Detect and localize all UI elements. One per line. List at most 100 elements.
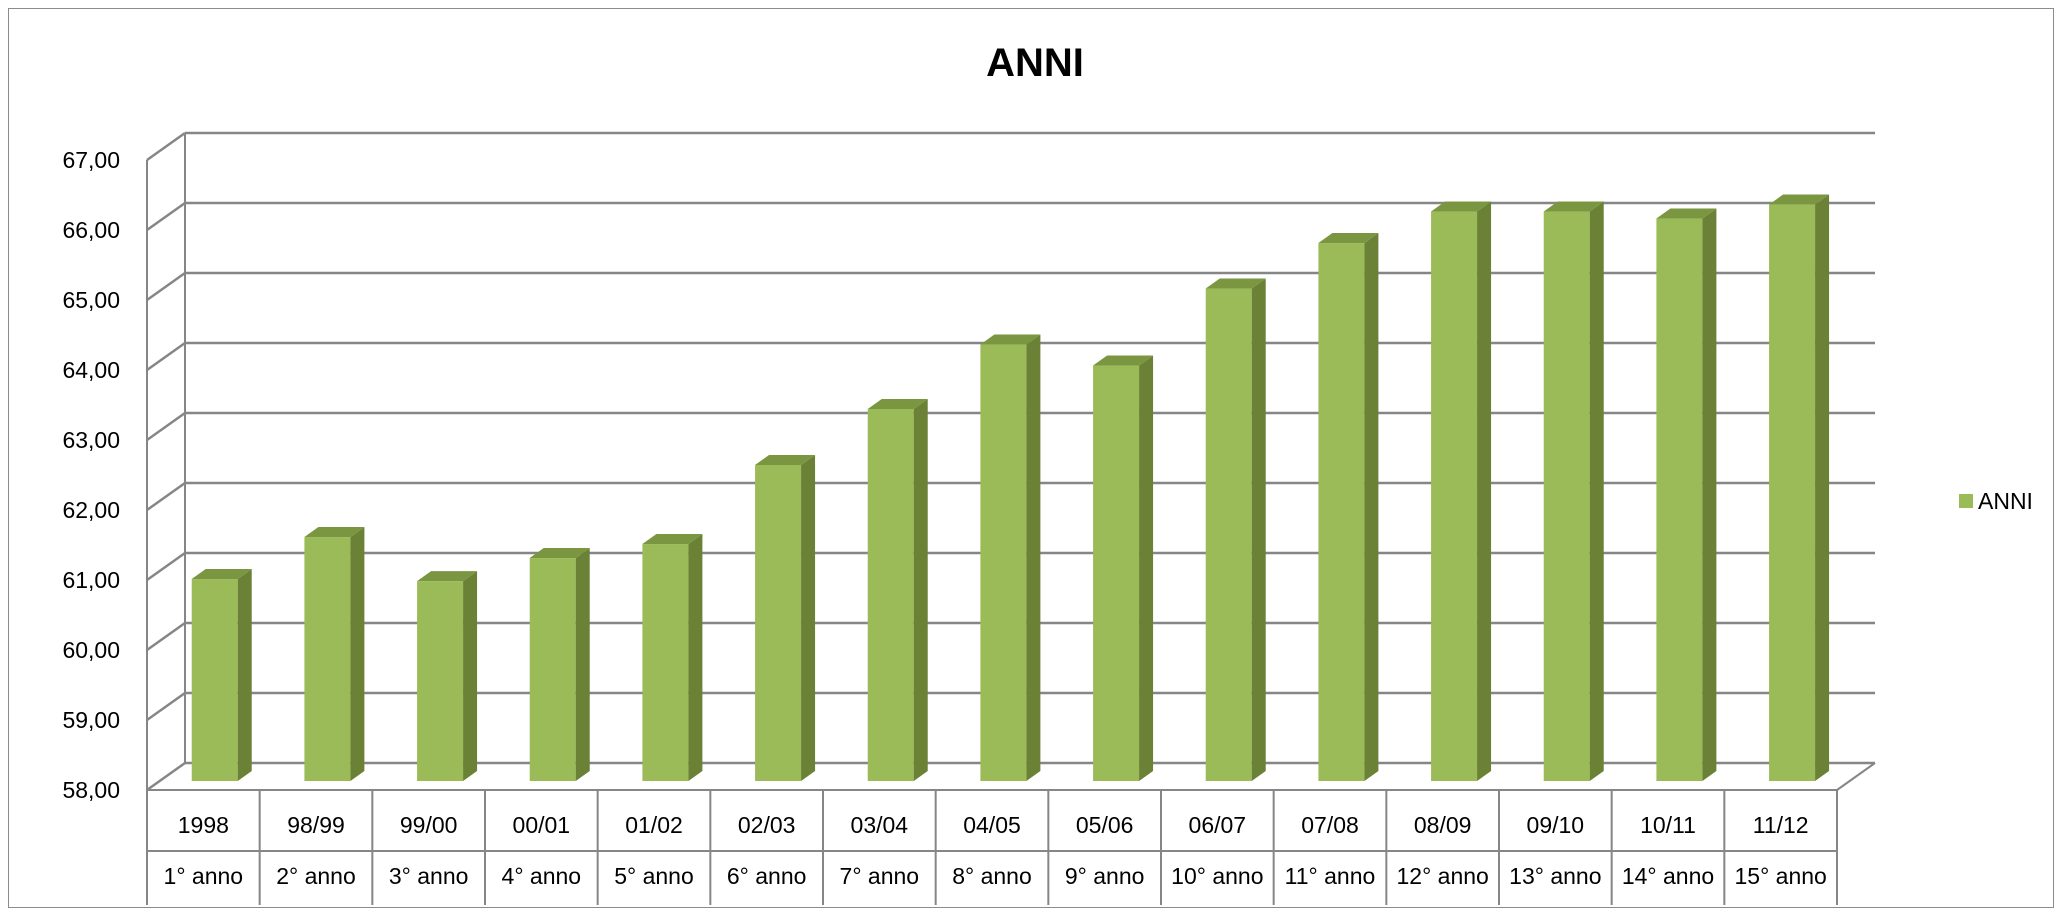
x-tick-sublabel: 6° anno — [727, 863, 807, 889]
bar — [417, 571, 478, 781]
bar-top — [980, 334, 1041, 345]
y-tick-label: 66,00 — [62, 217, 120, 243]
bar — [755, 454, 816, 781]
bar-side — [350, 527, 365, 781]
bar-top — [417, 571, 478, 582]
bar — [529, 548, 590, 781]
x-tick-sublabel: 12° anno — [1396, 863, 1488, 889]
x-tick-sublabel: 14° anno — [1622, 863, 1714, 889]
bar-side — [1477, 201, 1492, 782]
bar-side — [688, 534, 703, 781]
x-tick-label: 03/04 — [851, 812, 909, 838]
bar — [191, 569, 252, 781]
x-tick-sublabel: 10° anno — [1171, 863, 1263, 889]
y-tick-label: 62,00 — [62, 497, 120, 523]
bar-front — [304, 537, 351, 781]
x-tick-sublabel: 11° anno — [1285, 863, 1376, 889]
bar-top — [1093, 355, 1154, 366]
x-tick-label: 98/99 — [287, 812, 345, 838]
x-axis: 1998 1° anno 98/99 2° anno 99/00 3° anno 00/01… — [146, 790, 1838, 905]
bar-side — [801, 454, 816, 781]
bar — [304, 527, 365, 781]
bar-top — [867, 398, 928, 409]
bar-front — [1543, 211, 1590, 782]
x-tick-label: 10/11 — [1640, 812, 1696, 838]
bar-side — [1702, 208, 1717, 782]
x-tick-label: 05/06 — [1076, 812, 1134, 838]
bar-front — [191, 579, 238, 781]
bar-top — [1318, 233, 1379, 244]
bar-side — [1364, 233, 1379, 782]
bar-side — [1251, 278, 1266, 781]
bar-front — [1656, 218, 1703, 782]
gridline-side — [146, 411, 186, 442]
bar-front — [1093, 365, 1140, 781]
bar-front — [417, 581, 464, 781]
x-tick-label: 07/08 — [1301, 812, 1359, 838]
x-tick-sublabel: 7° anno — [840, 863, 920, 889]
bar — [1093, 355, 1154, 781]
bar-front — [1769, 204, 1816, 782]
y-tick-label: 61,00 — [62, 567, 120, 593]
x-tick-sublabel: 5° anno — [614, 863, 694, 889]
bar-side — [237, 569, 252, 781]
x-tick-label: 99/00 — [400, 812, 458, 838]
x-tick-sublabel: 8° anno — [952, 863, 1032, 889]
chart-title: ANNI — [986, 41, 1084, 85]
y-tick-label: 65,00 — [62, 287, 120, 313]
bar-side — [575, 548, 590, 781]
gridline-side — [146, 341, 186, 372]
x-tick-label: 11/12 — [1753, 812, 1809, 838]
bar — [1431, 201, 1492, 782]
bar-side — [1589, 201, 1604, 782]
bar-front — [1431, 211, 1478, 782]
y-tick-label: 59,00 — [62, 707, 120, 733]
gridline-side — [146, 761, 186, 792]
bar — [1656, 208, 1717, 782]
bar-side — [913, 398, 928, 781]
bar-front — [867, 408, 914, 781]
gridline-side — [146, 131, 186, 162]
bar — [1543, 201, 1604, 782]
bar-side — [1026, 334, 1041, 781]
bar-top — [191, 569, 252, 580]
legend-swatch — [1959, 494, 1973, 508]
gridline-side — [146, 551, 186, 582]
bar-top — [1205, 278, 1266, 289]
bar — [1769, 194, 1830, 782]
bars — [191, 194, 1830, 782]
bar-side — [1815, 194, 1830, 782]
x-tick-sublabel: 1° anno — [164, 863, 244, 889]
y-tick-label: 64,00 — [62, 357, 120, 383]
x-tick-label: 02/03 — [738, 812, 796, 838]
x-tick-label: 08/09 — [1414, 812, 1472, 838]
bar — [867, 398, 928, 781]
bar — [1318, 233, 1379, 782]
x-tick-sublabel: 9° anno — [1065, 863, 1145, 889]
x-tick-label: 01/02 — [625, 812, 683, 838]
gridline-side — [146, 201, 186, 232]
y-tick-label: 60,00 — [62, 637, 120, 663]
y-tick-label: 67,00 — [62, 147, 120, 173]
gridline-side — [146, 621, 186, 652]
bar-side — [463, 571, 478, 781]
y-tick-label: 58,00 — [62, 777, 120, 803]
bar-front — [1318, 243, 1365, 782]
x-tick-sublabel: 4° anno — [502, 863, 582, 889]
bar-front — [1205, 288, 1252, 781]
bar-top — [1656, 208, 1717, 219]
bar-top — [1769, 194, 1830, 205]
gridline-side — [146, 271, 186, 302]
bar — [1205, 278, 1266, 781]
gridline-side — [146, 691, 186, 722]
x-tick-sublabel: 15° anno — [1734, 863, 1826, 889]
bar-front — [755, 464, 802, 781]
bar-top — [642, 534, 703, 545]
legend: ANNI — [1959, 488, 2033, 514]
y-axis-ticks: 58,00 59,00 60,00 61,00 62,00 63,00 64,00 65,00… — [62, 147, 120, 803]
x-tick-sublabel: 13° anno — [1509, 863, 1601, 889]
y-tick-label: 63,00 — [62, 427, 120, 453]
gridline-side — [146, 481, 186, 512]
bar — [642, 534, 703, 781]
